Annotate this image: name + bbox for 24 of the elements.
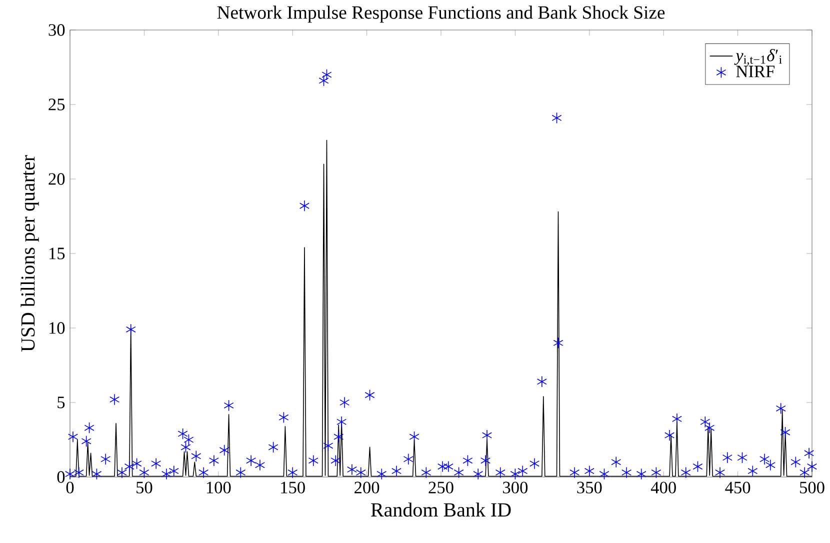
x-tick-label: 150	[281, 482, 305, 494]
y-axis-title: USD billions per quarter	[20, 155, 39, 352]
x-tick-label: 50	[136, 482, 152, 494]
y-tick-label: 30	[48, 24, 65, 36]
legend-label: NIRF	[736, 66, 775, 78]
x-tick-label: 350	[577, 482, 602, 494]
x-tick-label: 100	[206, 482, 231, 494]
x-axis-title: Random Bank ID	[371, 502, 511, 517]
y-tick-label: 20	[48, 173, 65, 185]
line-series	[70, 140, 812, 477]
y-tick-label: 15	[49, 248, 65, 260]
y-tick-label: 10	[49, 322, 65, 334]
x-tick-label: 250	[428, 482, 454, 494]
y-tick-label: 25	[48, 98, 65, 110]
x-tick-label: 500	[800, 482, 824, 494]
y-tick-label: 0	[57, 471, 65, 483]
x-tick-label: 400	[650, 482, 676, 494]
legend-label: y$_{i,t−1}$δ′$_{i}$	[734, 49, 782, 66]
x-tick-label: 300	[503, 482, 528, 494]
x-tick-label: 200	[354, 482, 380, 494]
x-tick-label: 0	[66, 482, 74, 494]
y-tick-label: 5	[58, 396, 65, 408]
chart-title: Network Impulse Response Functions and Bank Shock Size	[217, 6, 665, 23]
x-tick-label: 450	[725, 482, 750, 494]
